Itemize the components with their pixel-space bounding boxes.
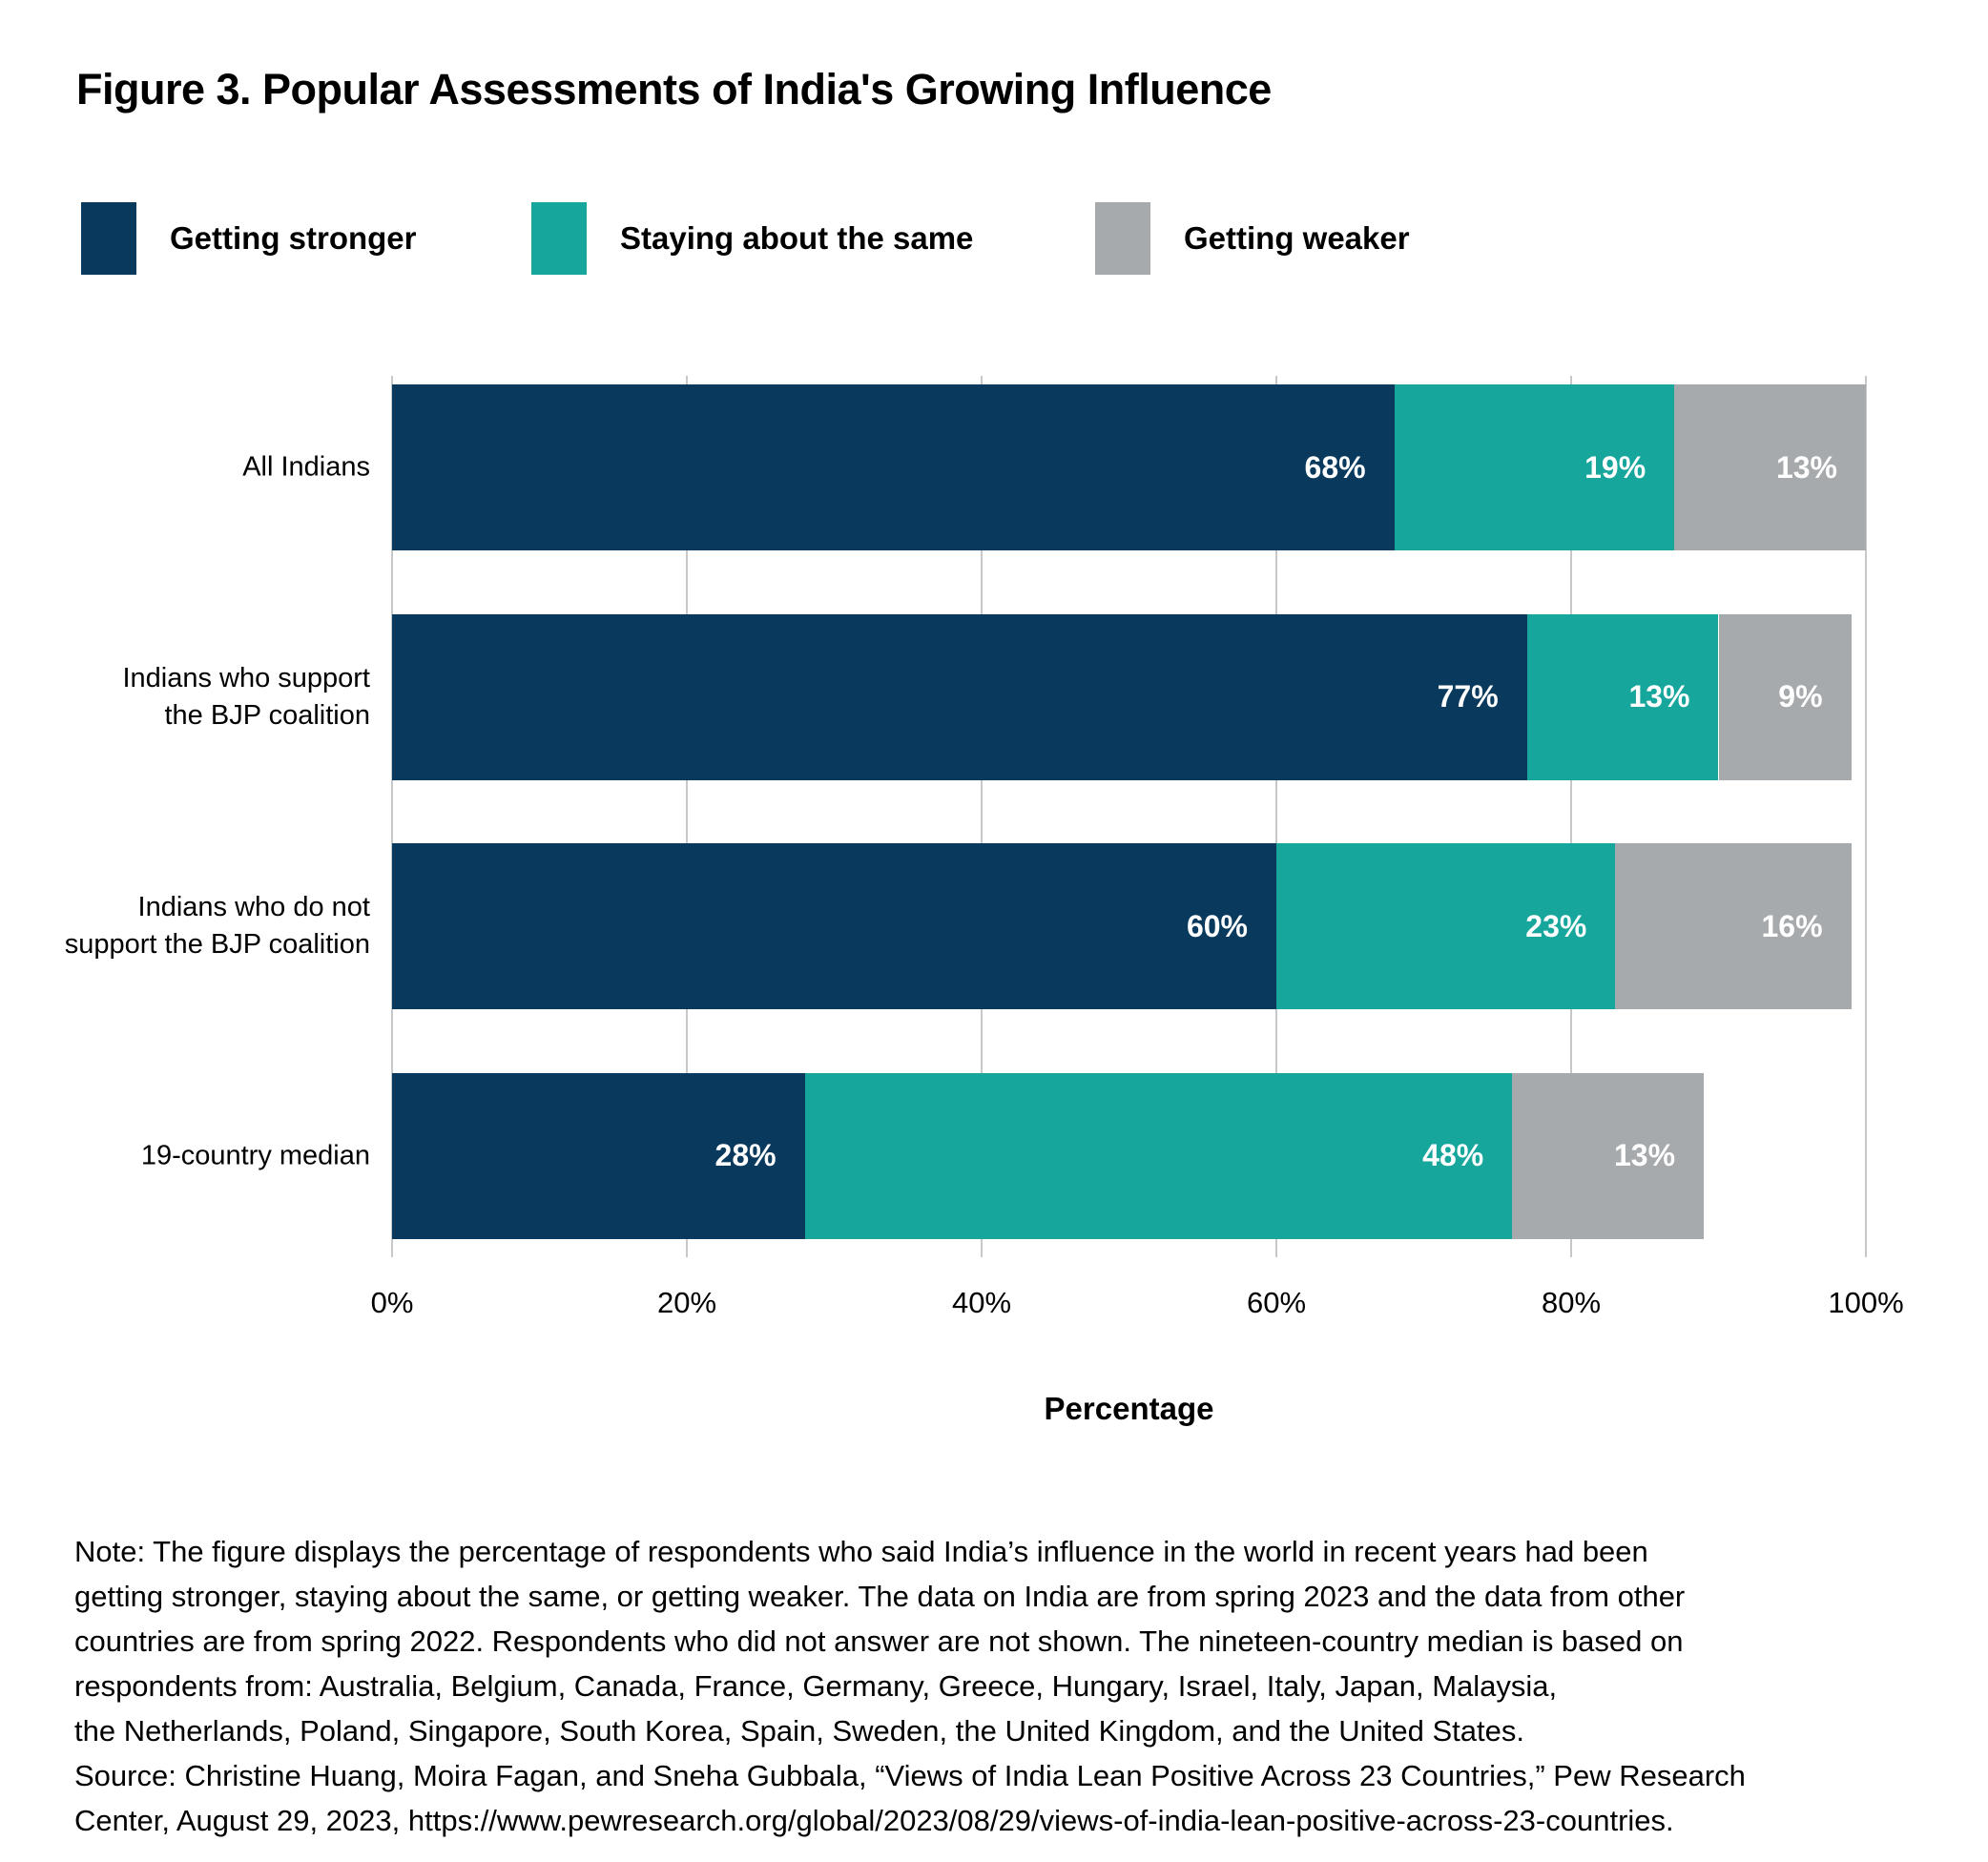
bar-value-label: 16%: [1761, 908, 1823, 943]
gridline: [1275, 376, 1277, 1257]
bar-value-label: 23%: [1525, 908, 1587, 943]
legend-swatch-icon: [81, 202, 136, 275]
bar-segment: 48%: [804, 1072, 1513, 1239]
x-axis-tick-label: 100%: [1828, 1286, 1904, 1319]
bar-value-label: 68%: [1304, 449, 1366, 485]
category-label-line: 19-country median: [140, 1140, 370, 1170]
legend-label: Staying about the same: [620, 220, 974, 256]
bar-segment: 68%: [392, 384, 1395, 550]
category-label: Indians who do not support the BJP coalit…: [65, 889, 370, 963]
bar-value-label: 48%: [1422, 1138, 1484, 1172]
category-axis-labels: All Indians Indians who support the BJP co…: [0, 376, 370, 1257]
source-line: Source: Christine Huang, Moira Fagan, an…: [74, 1759, 1746, 1792]
note-and-source-text: Note: The figure displays the percentage…: [74, 1529, 1935, 1843]
bar-segment: 13%: [1674, 384, 1866, 550]
category-label-line: All Indians: [242, 451, 370, 483]
bar-value-label: 13%: [1628, 679, 1690, 714]
bar-segment: 60%: [392, 843, 1276, 1009]
legend-label: Getting stronger: [170, 220, 417, 256]
gridline: [1570, 376, 1572, 1257]
bar-segment: 13%: [1512, 1072, 1705, 1239]
bar-segment: 19%: [1394, 384, 1675, 550]
gridline: [686, 376, 688, 1257]
bar-segment: 13%: [1526, 613, 1719, 780]
bar-row: 60% 23% 16%: [392, 843, 1866, 1009]
gridline: [391, 376, 393, 1257]
bar-value-label: 19%: [1584, 449, 1646, 485]
bar-segment: 16%: [1615, 843, 1852, 1009]
note-line: getting stronger, staying about the same…: [74, 1580, 1686, 1613]
x-axis-tick-label: 80%: [1541, 1286, 1602, 1319]
x-axis-tick-label: 40%: [951, 1286, 1012, 1319]
legend-label: Getting weaker: [1184, 220, 1410, 256]
bar-value-label: 13%: [1613, 1138, 1676, 1172]
legend-swatch-icon: [531, 202, 587, 275]
bar-segment: 23%: [1276, 843, 1616, 1009]
bar-value-label: 28%: [714, 1138, 777, 1172]
category-label: All Indians: [242, 449, 370, 486]
note-line: respondents from: Australia, Belgium, Ca…: [74, 1669, 1558, 1703]
gridline: [981, 376, 983, 1257]
bar-row: 68% 19% 13%: [392, 384, 1866, 550]
legend-swatch-icon: [1095, 202, 1150, 275]
source-line: Center, August 29, 2023, https://www.pew…: [74, 1804, 1674, 1837]
bar-value-label: 77%: [1437, 679, 1499, 714]
note-line: countries are from spring 2022. Responde…: [74, 1624, 1684, 1658]
plot-area: 68% 19% 13% 77% 13% 9% 60% 23% 16% 28% 48% 13%: [391, 376, 1867, 1257]
x-axis-tick-label: 0%: [370, 1286, 414, 1319]
note-line: Note: The figure displays the percentage…: [74, 1535, 1648, 1568]
bar-row: 77% 13% 9%: [392, 613, 1866, 780]
category-label: 19-country median: [141, 1137, 370, 1174]
bar-row: 28% 48% 13%: [392, 1072, 1866, 1239]
chart-legend: Getting stronger Staying about the same Ge…: [0, 201, 1988, 278]
gridline: [1865, 376, 1867, 1257]
category-label-line: Indians who do not: [137, 892, 370, 922]
bar-value-label: 60%: [1186, 908, 1248, 943]
bar-segment: 28%: [392, 1072, 805, 1239]
bar-segment: 9%: [1718, 613, 1852, 780]
bar-value-label: 13%: [1775, 449, 1837, 485]
bar-segment: 77%: [392, 613, 1527, 780]
x-axis-ticks: 0% 20% 40% 60% 80% 100%: [371, 1286, 1904, 1324]
x-axis-tick-label: 20%: [656, 1286, 717, 1319]
x-axis-title: Percentage: [1044, 1391, 1214, 1426]
category-label-line: Indians who support: [122, 662, 370, 693]
note-line: the Netherlands, Poland, Singapore, Sout…: [74, 1714, 1524, 1748]
x-axis-tick-label: 60%: [1246, 1286, 1307, 1319]
category-label: Indians who support the BJP coalition: [122, 660, 370, 734]
bar-value-label: 9%: [1778, 679, 1823, 714]
category-label-line: the BJP coalition: [164, 699, 371, 731]
figure-title: Figure 3. Popular Assessments of India's…: [76, 65, 1272, 114]
category-label-line: support the BJP coalition: [64, 929, 370, 960]
